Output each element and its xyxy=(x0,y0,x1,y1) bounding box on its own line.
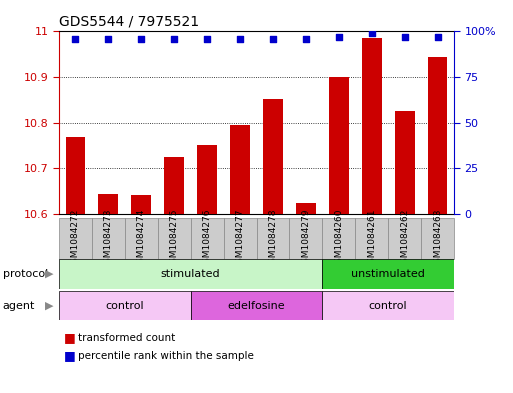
Point xyxy=(71,36,80,42)
FancyBboxPatch shape xyxy=(59,259,322,289)
Bar xyxy=(66,136,85,214)
Text: GSM1084261: GSM1084261 xyxy=(367,208,376,269)
Text: GSM1084263: GSM1084263 xyxy=(433,208,442,269)
Point xyxy=(368,30,376,37)
Point xyxy=(236,36,244,42)
Bar xyxy=(131,195,151,214)
Point xyxy=(302,36,310,42)
Bar xyxy=(230,125,250,214)
FancyBboxPatch shape xyxy=(289,218,322,259)
Point xyxy=(433,34,442,40)
FancyBboxPatch shape xyxy=(125,218,158,259)
Bar xyxy=(362,38,382,214)
FancyBboxPatch shape xyxy=(158,218,191,259)
Point xyxy=(401,34,409,40)
Bar xyxy=(329,77,349,214)
Point xyxy=(203,36,211,42)
Point xyxy=(104,36,112,42)
Point xyxy=(170,36,179,42)
Bar xyxy=(197,145,217,214)
Text: GSM1084279: GSM1084279 xyxy=(301,208,310,269)
FancyBboxPatch shape xyxy=(224,218,256,259)
Text: edelfosine: edelfosine xyxy=(228,301,285,310)
Text: ▶: ▶ xyxy=(45,269,54,279)
Text: GSM1084278: GSM1084278 xyxy=(268,208,278,269)
FancyBboxPatch shape xyxy=(256,218,289,259)
Text: transformed count: transformed count xyxy=(78,333,176,343)
Text: unstimulated: unstimulated xyxy=(351,269,425,279)
Point xyxy=(137,36,145,42)
Text: ■: ■ xyxy=(64,331,76,345)
Text: GSM1084273: GSM1084273 xyxy=(104,208,113,269)
FancyBboxPatch shape xyxy=(59,218,92,259)
Point xyxy=(269,36,277,42)
Point xyxy=(334,34,343,40)
Bar xyxy=(394,111,415,214)
Text: GSM1084262: GSM1084262 xyxy=(400,208,409,269)
FancyBboxPatch shape xyxy=(355,218,388,259)
Bar xyxy=(263,99,283,214)
Text: stimulated: stimulated xyxy=(161,269,221,279)
Text: GSM1084277: GSM1084277 xyxy=(235,208,245,269)
FancyBboxPatch shape xyxy=(92,218,125,259)
Text: GDS5544 / 7975521: GDS5544 / 7975521 xyxy=(59,15,199,29)
FancyBboxPatch shape xyxy=(59,291,191,320)
Text: GSM1084276: GSM1084276 xyxy=(203,208,212,269)
Bar xyxy=(428,57,447,214)
Text: GSM1084260: GSM1084260 xyxy=(334,208,343,269)
FancyBboxPatch shape xyxy=(322,218,355,259)
Text: control: control xyxy=(106,301,144,310)
Text: GSM1084272: GSM1084272 xyxy=(71,208,80,269)
Text: GSM1084275: GSM1084275 xyxy=(170,208,179,269)
Text: percentile rank within the sample: percentile rank within the sample xyxy=(78,351,254,361)
Text: ▶: ▶ xyxy=(45,301,54,310)
Bar xyxy=(164,157,184,214)
Text: protocol: protocol xyxy=(3,269,48,279)
FancyBboxPatch shape xyxy=(388,218,421,259)
Bar xyxy=(296,203,315,214)
FancyBboxPatch shape xyxy=(322,259,454,289)
Text: agent: agent xyxy=(3,301,35,310)
Bar xyxy=(98,194,118,214)
Text: ■: ■ xyxy=(64,349,76,362)
FancyBboxPatch shape xyxy=(191,291,322,320)
Text: control: control xyxy=(369,301,407,310)
FancyBboxPatch shape xyxy=(322,291,454,320)
Text: GSM1084274: GSM1084274 xyxy=(137,208,146,269)
FancyBboxPatch shape xyxy=(421,218,454,259)
FancyBboxPatch shape xyxy=(191,218,224,259)
